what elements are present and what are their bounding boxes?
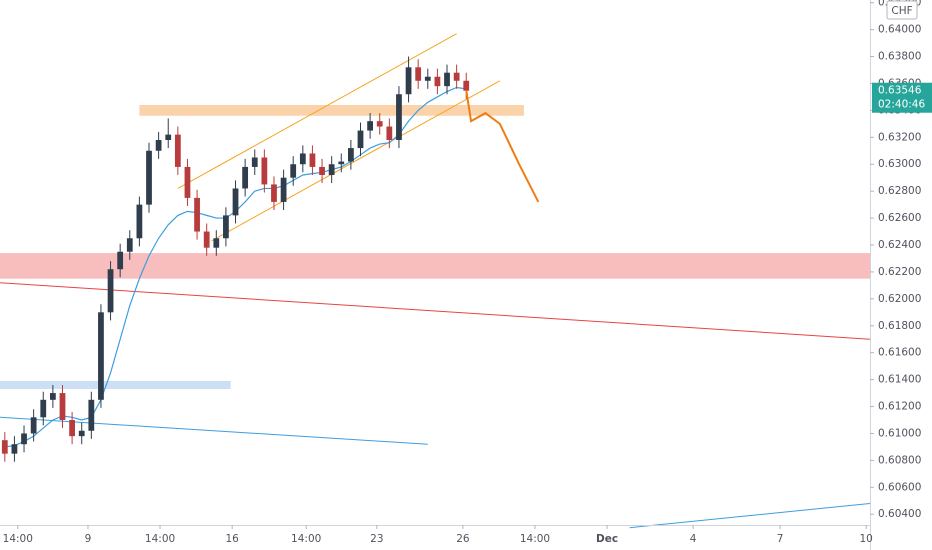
candle-body [328, 164, 335, 175]
candle-body [290, 164, 297, 178]
y-tick-label: 0.63200 [878, 131, 921, 143]
candle-body [376, 121, 383, 127]
y-tick-label: 0.60800 [878, 454, 921, 466]
candle-body [261, 157, 268, 185]
trend-line [211, 80, 501, 242]
axes: 0.60400 0.60600 0.60800 0.61000 0.61200 0.614… [3, 0, 932, 545]
currency-box [886, 0, 918, 20]
candle-body [78, 430, 85, 437]
x-tick-label: 14:00 [3, 533, 33, 545]
candle-body [309, 153, 316, 167]
y-tick-label: 0.62400 [878, 239, 921, 251]
y-tick-label: 0.61000 [878, 427, 921, 439]
x-tick-label: 23 [370, 533, 383, 545]
y-tick-label: 0.62200 [878, 266, 921, 278]
candle-body [424, 76, 431, 81]
candle-body [319, 166, 325, 175]
zone [0, 253, 870, 279]
y-tick-label: 0.60400 [878, 508, 921, 520]
countdown-label: 02:40:46 [878, 99, 925, 111]
x-tick-label: 16 [225, 533, 239, 545]
y-tick-label: 0.64000 [878, 24, 921, 36]
x-tick-label: 10 [859, 533, 872, 545]
candle-body [203, 231, 210, 248]
candle-body [232, 188, 239, 216]
plot-area [0, 33, 871, 529]
candle-body [59, 393, 66, 420]
candle-body [49, 393, 56, 400]
currency-label: CHF [891, 5, 912, 17]
x-tick-label: 4 [690, 533, 697, 545]
candle-body [405, 67, 412, 95]
candle-body [444, 72, 450, 87]
candle-body [367, 121, 373, 131]
y-tick-label: 0.61400 [878, 374, 921, 386]
trend-line [177, 33, 457, 189]
x-tick-label: 7 [777, 533, 784, 545]
candle-body [155, 140, 162, 151]
x-tick-label: 26 [456, 533, 470, 545]
x-tick-label: Dec [596, 533, 618, 545]
x-tick-label: 14:00 [291, 533, 321, 545]
x-tick-label: 14:00 [520, 533, 550, 545]
candle-body [88, 399, 95, 431]
candle-body [280, 177, 287, 202]
candle-body [184, 166, 191, 198]
x-tick-label: 9 [85, 533, 92, 545]
candle-body [386, 126, 393, 140]
candle-body [271, 184, 277, 202]
candle-body [40, 399, 47, 418]
candle-body [1, 440, 8, 454]
candle-body [117, 251, 124, 270]
candle-body [69, 420, 75, 437]
zone [0, 380, 231, 390]
y-tick-label: 0.63000 [878, 158, 921, 170]
candle-body [434, 76, 441, 87]
x-tick-label: 14:00 [145, 533, 175, 545]
candle-body [98, 312, 104, 400]
candle-body [396, 94, 402, 140]
candle-body [136, 204, 143, 239]
candle-body [30, 417, 37, 434]
trend-line [629, 502, 871, 529]
candle-body [453, 72, 460, 81]
candle-body [21, 433, 27, 445]
projection-path [465, 90, 540, 203]
y-tick-label: 0.61800 [878, 320, 921, 332]
candle-body [251, 157, 258, 167]
candle-body [146, 150, 152, 205]
candle-body [357, 130, 364, 149]
y-tick-label: 0.61200 [878, 401, 921, 413]
y-tick-label: 0.62600 [878, 212, 921, 224]
y-tick-label: 0.61600 [878, 347, 921, 359]
last-price-label: 0.63546 [878, 85, 922, 97]
candle-body [299, 153, 306, 165]
candle-body [11, 444, 18, 454]
candle-body [338, 161, 345, 165]
candle-body [213, 238, 220, 248]
y-tick-label: 0.62000 [878, 293, 921, 305]
last-price-box [872, 82, 932, 113]
candle-body [194, 197, 200, 232]
candle-body [126, 238, 133, 252]
candle-body [348, 148, 354, 162]
trend-line [0, 282, 871, 340]
candle-body [223, 215, 229, 239]
candle-body [242, 166, 249, 189]
y-tick-label: 0.60600 [878, 481, 921, 493]
zone [139, 105, 524, 116]
candle-body [107, 269, 114, 313]
candle-body [165, 134, 172, 140]
y-tick-label: 0.62800 [878, 185, 921, 197]
candle-body [174, 134, 181, 167]
candle-body [463, 80, 470, 91]
y-tick-label: 0.63800 [878, 51, 921, 63]
candle-body [415, 67, 422, 81]
